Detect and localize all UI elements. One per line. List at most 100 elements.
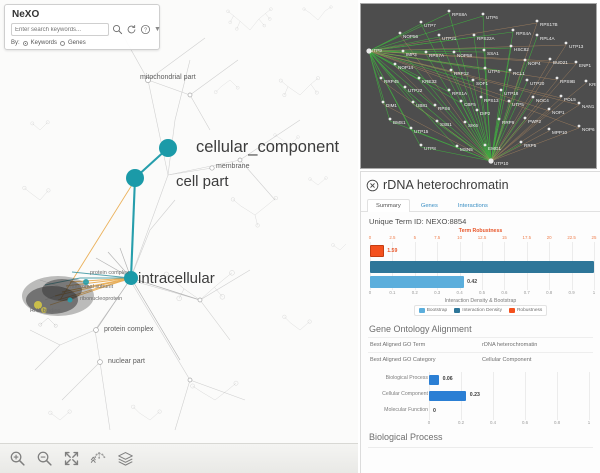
hub-node-cellular-component[interactable] [159,139,177,157]
search-input[interactable] [11,23,109,36]
robustness-bar [370,245,385,257]
chart-gridline [525,388,526,404]
robustness-top-tick: 5 [413,235,417,240]
hub-node-cell-part[interactable] [126,169,144,187]
go-axis-tick: 0.2 [457,420,465,425]
view-toolbar [0,443,358,473]
go-category-track: 0.06 [429,372,590,388]
ontology-tree-canvas [22,5,347,431]
chart-gridline [461,372,462,388]
robustness-bottom-tick: 0.4 [456,290,463,295]
go-axis-tick: 0.6 [521,420,529,425]
robustness-top-tick: 10 [457,235,463,240]
legend-label-bootstrap: Bootstrap [426,308,448,313]
robustness-top-axis: 0 2.5 5 7.5 10 12.5 15 17.5 20 22.5 25 [368,235,597,242]
zoom-out-icon[interactable] [36,450,53,467]
robustness-top-tick: 7.5 [434,235,441,240]
robustness-bottom-tick: 0.2 [411,290,418,295]
chart-gridline [594,242,595,290]
robustness-bottom-tick: 1 [592,290,596,295]
robustness-top-tick: 22.5 [567,235,576,240]
fit-screen-icon[interactable] [63,450,80,467]
robustness-bottom-tick: 0.1 [389,290,396,295]
go-category-label: Cellular Component [382,391,428,397]
chart-gridline [589,388,590,404]
legend-swatch-interaction-density [454,308,461,313]
gene-interaction-network[interactable]: RPS8A UTP6 UTP7 RPS17B NOP56 UTP21 RPS22A RPS4A… [360,3,597,169]
go-axis-tick: 1 [587,420,591,425]
app-title: NeXO [12,9,40,20]
radio-keywords[interactable] [22,40,28,46]
go-term-key: Best Aligned GO Term [370,342,426,348]
radio-keywords-label[interactable]: Keywords [30,40,58,46]
layers-icon[interactable] [117,450,134,467]
robustness-top-tick: 25 [591,235,597,240]
robustness-top-tick: 0 [368,235,372,240]
go-category-row: Best Aligned GO Category Cellular Compon… [368,352,593,367]
search-row: ? ▼ [11,23,161,36]
chart-gridline [493,404,494,420]
chart-gridline [525,404,526,420]
term-id-label: Unique Term ID: NEXO:8854 [369,217,467,226]
go-axis-tick: 0.8 [553,420,561,425]
legend-item-robustness[interactable]: Robustness [508,308,542,313]
go-category-track: 0.23 [429,388,590,404]
interaction-density-bar [370,261,594,273]
zoom-in-icon[interactable] [9,450,26,467]
go-category-value: 0 [433,408,436,414]
search-panel: NeXO ? ▼ By: Keywo [4,4,161,50]
help-icon[interactable]: ? [140,24,151,35]
go-category-label: Biological Process [385,375,428,381]
close-circle-icon[interactable] [366,179,379,192]
go-alignment-title: Gene Ontology Alignment [369,324,472,334]
panel-header: rDNA heterochromatin [361,172,600,194]
radio-genes[interactable] [60,40,66,46]
biological-process-title: Biological Process [369,432,443,442]
tab-summary[interactable]: Summary [367,199,410,212]
robustness-bar-value: 1.59 [387,248,398,254]
search-by-row: By: Keywords Genes [11,40,153,46]
legend-item-interaction-density[interactable]: Interaction Density [454,308,502,313]
chart-gridline [557,372,558,388]
robustness-top-tick: 2.5 [389,235,396,240]
robustness-bottom-tick: 0.5 [478,290,486,295]
search-icon[interactable] [112,24,123,35]
go-category-chart: Biological Process 0.06 Cellular Component… [368,372,593,430]
panel-title: rDNA heterochromatin [383,178,509,192]
robustness-bottom-tick: 0.6 [501,290,508,295]
go-category-bar [429,391,466,401]
tab-genes[interactable]: Genes [420,203,438,209]
bootstrap-bar [370,276,465,288]
refresh-icon[interactable] [126,24,137,35]
chart-gridline [461,404,462,420]
chart-gridline [589,404,590,420]
by-label: By: [11,40,20,46]
panel-body: Unique Term ID: NEXO:8854 Term Robustnes… [361,217,600,448]
chart-gridline [493,388,494,404]
chart-gridline [525,372,526,388]
chevron-down-icon[interactable]: ▼ [154,26,161,33]
robustness-chart: Term Robustness 0 2.5 5 7.5 10 12.5 15 17.5 20 22… [368,228,597,304]
robustness-bottom-axis: 0 0.1 0.2 0.3 0.4 0.5 0.6 0.7 0.8 0.9 1 [368,290,596,297]
legend-item-bootstrap[interactable]: Bootstrap [418,308,448,313]
biological-process-divider [368,447,593,448]
tab-interactions[interactable]: Interactions [457,203,488,209]
svg-text:?: ? [144,28,147,34]
collapse-icon[interactable] [90,450,107,467]
robustness-bottom-tick: 0.8 [546,290,553,295]
robustness-top-tick: 17.5 [522,235,532,240]
robustness-bottom-tick: 0.9 [568,290,575,295]
go-category-track: 0 [429,404,590,420]
robustness-bottom-tick: 0.3 [434,290,441,295]
go-category-value: 0.06 [442,376,453,382]
robustness-top-tick: 12.5 [477,235,487,240]
legend-swatch-bootstrap [418,308,425,313]
bootstrap-bar-value: 0.42 [467,279,478,285]
go-category-value: Cellular Component [482,357,532,363]
radio-genes-label[interactable]: Genes [68,40,86,46]
ontology-tree-view[interactable]: cellular_component cell part intracellul… [0,0,358,473]
hub-node-intracellular[interactable] [124,271,138,285]
go-category-bar [429,375,439,385]
go-axis-tick: 0.4 [489,420,497,425]
